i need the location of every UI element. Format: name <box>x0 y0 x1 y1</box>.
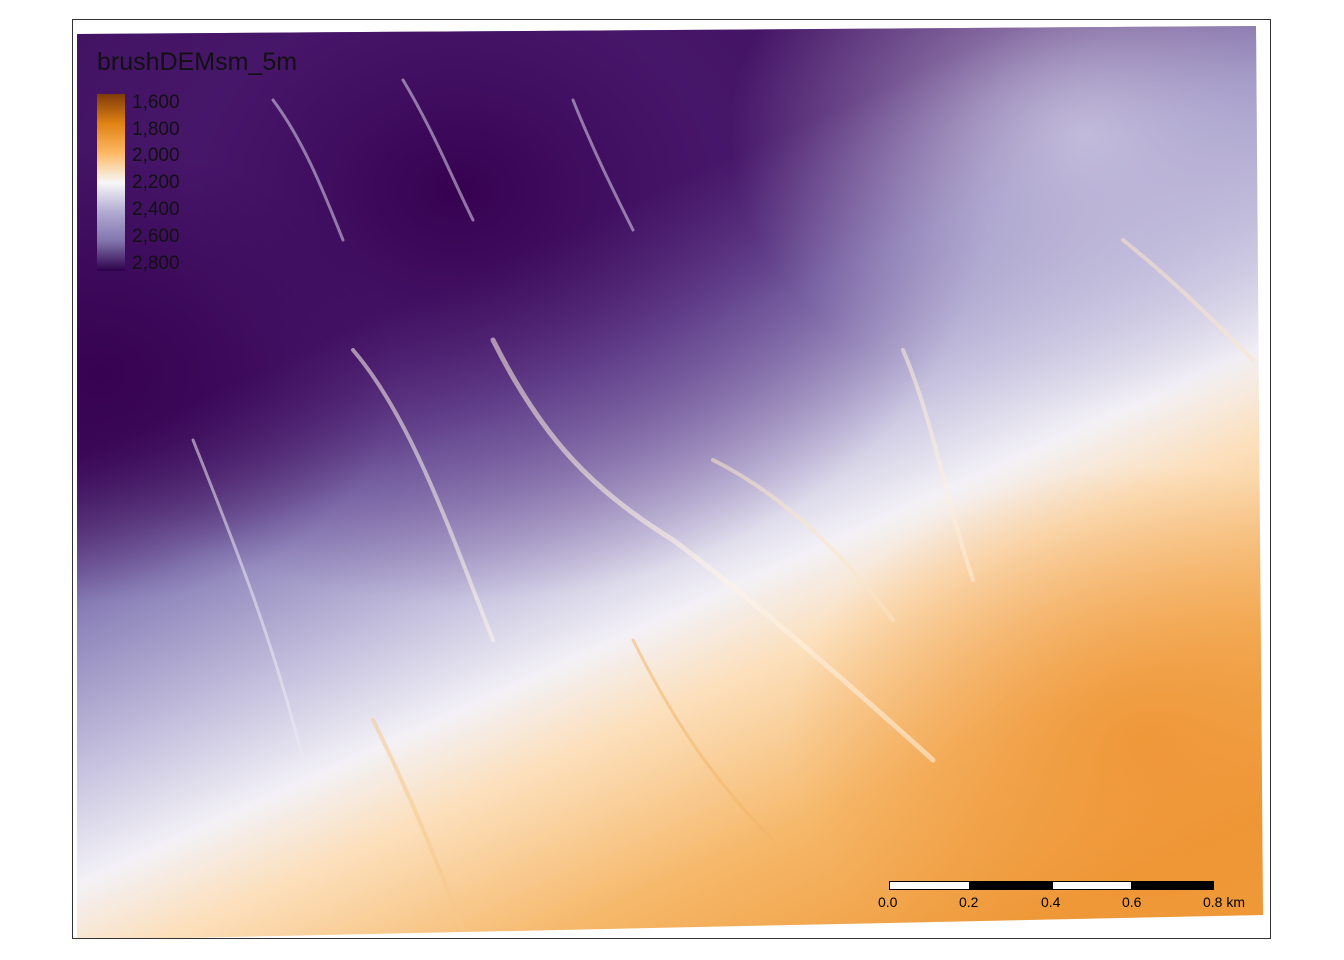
scale-segment <box>970 881 1052 890</box>
southeast-shade <box>77 26 1263 938</box>
scale-segment <box>1132 881 1214 890</box>
legend-label: 2,600 <box>132 226 180 247</box>
scale-label: 0.2 <box>959 894 979 910</box>
legend-label: 2,000 <box>132 145 180 166</box>
legend-label: 1,800 <box>132 119 180 140</box>
scale-segment <box>1052 881 1132 890</box>
drainage-channels <box>191 78 1255 932</box>
scale-label: 0.0 <box>878 894 898 910</box>
scale-bar: 0.0 0.2 0.4 0.6 0.8 km <box>878 881 1245 921</box>
scale-segment <box>889 881 970 890</box>
elevation-raster[interactable] <box>73 20 1271 939</box>
scale-label: 0.8 km <box>1203 894 1246 910</box>
legend-label: 2,200 <box>132 172 180 193</box>
legend-color-ramp <box>97 94 125 271</box>
legend-label: 2,400 <box>132 199 180 220</box>
map-frame[interactable] <box>72 19 1271 939</box>
legend-label: 2,800 <box>132 253 180 274</box>
legend-title: brushDEMsm_5m <box>97 48 298 76</box>
scale-label: 0.4 <box>1041 894 1061 910</box>
legend-label: 1,600 <box>132 92 180 113</box>
scale-label: 0.6 <box>1122 894 1142 910</box>
